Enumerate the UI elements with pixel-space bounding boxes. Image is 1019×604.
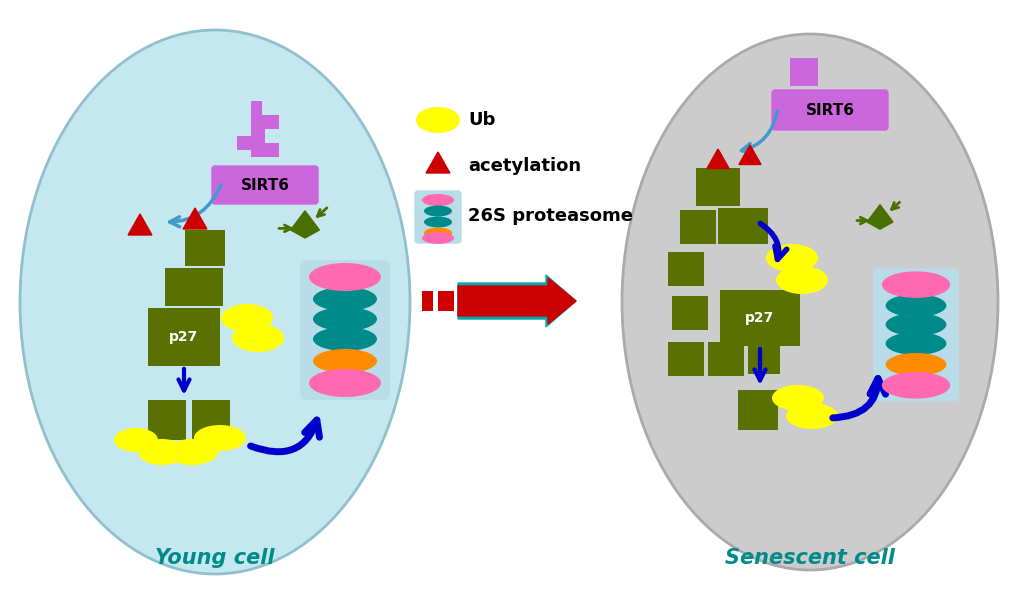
Text: acetylation: acetylation [468,157,581,175]
Ellipse shape [422,232,453,244]
Text: Young cell: Young cell [155,548,274,568]
Ellipse shape [765,244,817,272]
Polygon shape [426,152,449,173]
Ellipse shape [313,349,377,373]
Ellipse shape [309,369,381,397]
Ellipse shape [313,307,377,331]
Ellipse shape [424,205,451,216]
FancyArrowPatch shape [169,185,221,226]
Ellipse shape [309,263,381,291]
Text: SIRT6: SIRT6 [805,103,854,118]
Bar [672,296,707,330]
Polygon shape [866,205,892,229]
Bar [165,268,223,306]
Ellipse shape [194,425,246,451]
Bar [265,143,279,157]
FancyArrowPatch shape [832,379,884,418]
Bar [707,342,743,376]
Bar [251,115,265,157]
Bar [251,101,262,115]
Ellipse shape [138,439,185,465]
Polygon shape [128,214,152,235]
Bar [236,136,251,150]
Bar [695,168,739,206]
Ellipse shape [786,403,838,429]
Ellipse shape [884,294,946,317]
Polygon shape [183,208,207,229]
Polygon shape [706,149,729,169]
Bar [184,230,225,266]
Polygon shape [290,211,319,238]
Ellipse shape [881,372,950,399]
Ellipse shape [884,313,946,336]
Text: p27: p27 [169,330,199,344]
Text: SIRT6: SIRT6 [240,178,289,193]
Bar [422,291,433,311]
Bar [719,290,799,346]
Ellipse shape [166,439,218,465]
Bar [437,291,453,311]
Text: Senescent cell: Senescent cell [725,548,894,568]
FancyBboxPatch shape [415,191,461,243]
FancyBboxPatch shape [301,261,388,399]
Ellipse shape [114,428,158,452]
Bar [680,210,715,244]
FancyArrowPatch shape [759,223,786,259]
Ellipse shape [422,194,453,206]
Ellipse shape [416,107,460,133]
FancyBboxPatch shape [873,269,957,400]
Bar [192,400,229,440]
Bar [738,390,777,430]
FancyArrowPatch shape [251,420,319,452]
FancyBboxPatch shape [771,90,888,130]
Ellipse shape [313,327,377,351]
Ellipse shape [884,332,946,355]
Ellipse shape [231,324,283,352]
Bar [148,308,220,366]
Bar [790,58,817,86]
Polygon shape [738,145,760,164]
FancyArrowPatch shape [741,111,776,153]
Ellipse shape [313,287,377,311]
Bar [265,115,279,129]
Bar [148,400,185,440]
Ellipse shape [771,385,823,411]
Text: p27: p27 [745,311,773,325]
Text: 26S proteasome: 26S proteasome [468,207,633,225]
FancyArrow shape [458,275,576,327]
Ellipse shape [20,30,410,574]
Ellipse shape [221,304,273,332]
Bar [747,342,780,374]
Ellipse shape [424,228,451,239]
FancyArrow shape [458,278,576,324]
FancyBboxPatch shape [212,166,318,204]
Ellipse shape [881,271,950,298]
Ellipse shape [424,216,451,228]
Ellipse shape [775,266,827,294]
Bar [667,252,703,286]
Ellipse shape [884,353,946,376]
Text: Ub: Ub [468,111,495,129]
Bar [717,208,767,244]
Bar [667,342,703,376]
Ellipse shape [622,34,997,570]
